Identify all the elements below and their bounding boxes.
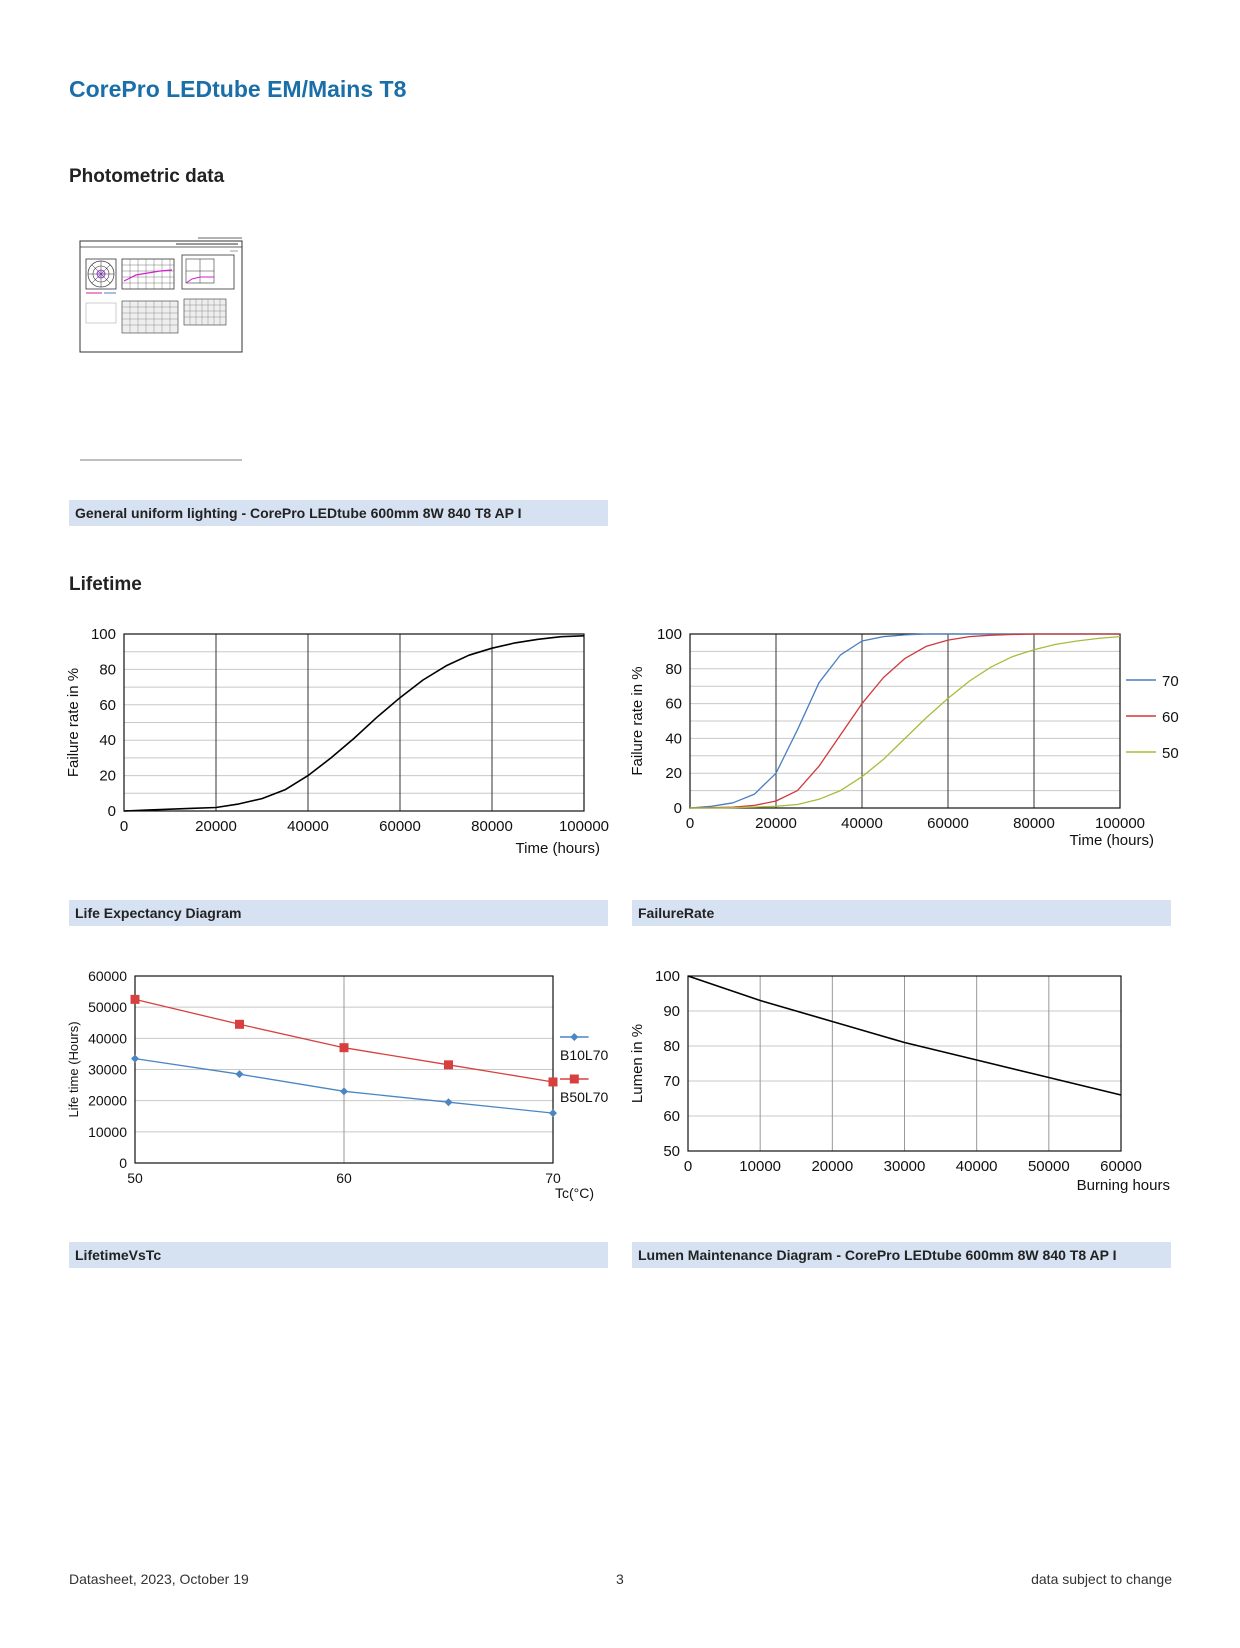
x-axis-label: Time (hours) <box>516 840 600 857</box>
series-line <box>687 975 1122 1096</box>
y-tick-label: 100 <box>655 968 680 985</box>
series-line <box>690 635 1121 809</box>
legend-label: 60 <box>1162 709 1179 726</box>
x-tick-label: 30000 <box>884 1158 926 1175</box>
x-tick-label: 0 <box>686 815 694 832</box>
y-tick-label: 60 <box>665 696 682 713</box>
y-tick-label: 80 <box>99 661 116 678</box>
x-tick-label: 40000 <box>287 818 329 835</box>
lumen-maintenance-caption: Lumen Maintenance Diagram - CorePro LEDt… <box>632 1242 1171 1268</box>
data-point-marker <box>444 1098 453 1107</box>
y-tick-label: 40 <box>99 732 116 749</box>
x-tick-label: 60 <box>336 1170 352 1186</box>
legend-label: 50 <box>1162 745 1179 762</box>
y-axis-label: Failure rate in % <box>65 668 82 777</box>
legend-label: B50L70 <box>560 1089 608 1105</box>
y-tick-label: 0 <box>119 1155 127 1171</box>
y-tick-label: 10000 <box>88 1124 127 1140</box>
legend-marker <box>569 1074 579 1084</box>
y-tick-label: 100 <box>657 626 682 643</box>
plot-frame <box>687 975 1122 1152</box>
series-line <box>123 635 585 812</box>
x-tick-label: 20000 <box>811 1158 853 1175</box>
y-tick-label: 0 <box>674 800 682 817</box>
x-tick-label: 50 <box>127 1170 143 1186</box>
y-tick-label: 70 <box>663 1073 680 1090</box>
data-point-marker <box>235 1019 244 1029</box>
page-title: CorePro LEDtube EM/Mains T8 <box>69 76 407 102</box>
x-tick-label: 80000 <box>471 818 513 835</box>
y-axis-label: Failure rate in % <box>629 666 646 775</box>
y-tick-label: 60000 <box>88 968 127 984</box>
x-tick-label: 10000 <box>739 1158 781 1175</box>
section-photometric-heading: Photometric data <box>69 166 225 187</box>
x-axis-label: Time (hours) <box>1070 832 1154 849</box>
data-point-marker <box>130 994 140 1004</box>
data-point-marker <box>340 1087 348 1096</box>
y-tick-label: 20 <box>665 765 682 782</box>
y-tick-label: 40000 <box>88 1030 127 1046</box>
footer-page-number: 3 <box>616 1571 624 1587</box>
photometric-caption: General uniform lighting - CorePro LEDtu… <box>69 500 608 526</box>
data-point-marker <box>444 1060 453 1070</box>
section-lifetime-heading: Lifetime <box>69 574 142 595</box>
x-tick-label: 100000 <box>559 818 609 835</box>
legend-label: B10L70 <box>560 1047 608 1063</box>
y-axis-label: Lumen in % <box>629 1024 646 1103</box>
x-tick-label: 100000 <box>1095 815 1145 832</box>
legend-label: 70 <box>1162 673 1179 690</box>
y-tick-label: 60 <box>663 1108 680 1125</box>
data-point-marker <box>235 1070 244 1079</box>
y-axis-label: Life time (Hours) <box>66 1021 81 1117</box>
y-tick-label: 100 <box>91 626 116 643</box>
x-tick-label: 60000 <box>1100 1158 1142 1175</box>
x-tick-label: 50000 <box>1028 1158 1070 1175</box>
footer-disclaimer: data subject to change <box>1031 1571 1172 1587</box>
y-tick-label: 50 <box>663 1143 680 1160</box>
x-tick-label: 0 <box>684 1158 692 1175</box>
data-point-marker <box>549 1109 557 1118</box>
y-tick-label: 30000 <box>88 1062 127 1078</box>
y-tick-label: 80 <box>665 661 682 678</box>
x-tick-label: 70 <box>545 1170 561 1186</box>
plot-frame <box>689 633 1121 809</box>
plot-frame <box>134 975 554 1164</box>
y-tick-label: 20 <box>99 768 116 785</box>
failure-rate-caption: FailureRate <box>632 900 1171 926</box>
x-axis-label: Burning hours <box>1077 1177 1170 1194</box>
photometric-report-thumbnail <box>79 235 250 463</box>
series-line <box>689 633 1120 809</box>
y-tick-label: 80 <box>663 1038 680 1055</box>
y-tick-label: 50000 <box>88 999 127 1015</box>
y-tick-label: 0 <box>108 803 116 820</box>
x-tick-label: 20000 <box>195 818 237 835</box>
x-axis-label: Tc(°C) <box>555 1185 594 1201</box>
data-point-marker <box>131 1054 139 1063</box>
x-tick-label: 40000 <box>841 815 883 832</box>
y-tick-label: 40 <box>665 730 682 747</box>
legend-marker <box>570 1033 579 1041</box>
x-tick-label: 0 <box>120 818 128 835</box>
plot-frame <box>123 633 585 812</box>
x-tick-label: 40000 <box>956 1158 998 1175</box>
y-tick-label: 20000 <box>88 1093 127 1109</box>
lifetime-vs-tc-caption: LifetimeVsTc <box>69 1242 608 1268</box>
x-tick-label: 20000 <box>755 815 797 832</box>
x-tick-label: 80000 <box>1013 815 1055 832</box>
y-tick-label: 60 <box>99 697 116 714</box>
x-tick-label: 60000 <box>927 815 969 832</box>
footer-date: Datasheet, 2023, October 19 <box>69 1571 249 1587</box>
data-point-marker <box>339 1043 349 1053</box>
y-tick-label: 90 <box>663 1003 680 1020</box>
life-expectancy-caption: Life Expectancy Diagram <box>69 900 608 926</box>
x-tick-label: 60000 <box>379 818 421 835</box>
data-point-marker <box>548 1077 558 1087</box>
